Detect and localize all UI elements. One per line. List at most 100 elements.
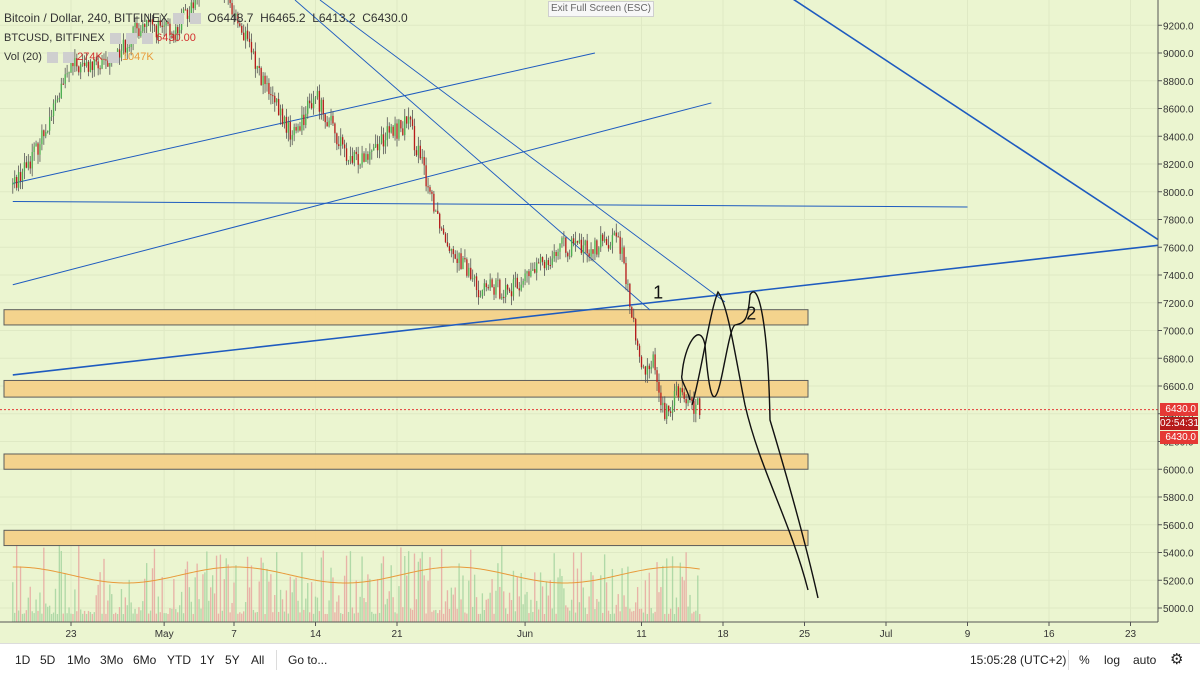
candle-body [376, 144, 379, 151]
candle-body [664, 402, 666, 419]
volume-bar [305, 598, 307, 622]
volume-bar [537, 609, 540, 622]
candle-body [87, 61, 90, 72]
exit-fullscreen-button[interactable]: Exit Full Screen (ESC) [548, 1, 654, 17]
volume-bar [675, 597, 678, 622]
volume-bar [693, 611, 695, 622]
volume-bar [262, 562, 264, 622]
trendline [792, 0, 1166, 246]
candle-body [33, 146, 35, 152]
symbol-label: BTCUSD, BITFINEX [4, 32, 105, 44]
volume-bar [586, 613, 588, 622]
range-6mo-button[interactable]: 6Mo [133, 653, 157, 667]
candle-body [281, 108, 284, 125]
volume-label: Vol (20) [4, 51, 42, 63]
candle-body [95, 59, 97, 62]
range-1d-button[interactable]: 1D [15, 653, 31, 667]
range-1mo-button[interactable]: 1Mo [67, 653, 91, 667]
candle-body [534, 269, 536, 273]
settings-icon[interactable] [63, 51, 75, 63]
volume-bar [557, 577, 559, 622]
candle-body [188, 15, 191, 19]
candle-body [522, 281, 524, 285]
percent-scale-button[interactable]: % [1079, 653, 1090, 667]
range-5y-button[interactable]: 5Y [225, 653, 240, 667]
volume-bar [640, 608, 643, 622]
volume-bar [619, 611, 621, 622]
volume-bar [506, 613, 509, 622]
volume-bar [105, 613, 107, 622]
toolbar-divider [276, 650, 277, 670]
volume-bar [666, 558, 668, 622]
close-icon[interactable] [142, 32, 154, 44]
volume-bar [111, 594, 113, 622]
volume-bar [101, 613, 103, 622]
candle-body [165, 21, 167, 26]
candle-body [406, 116, 408, 124]
candle-body [398, 120, 400, 139]
candle-body [146, 20, 148, 27]
close-icon[interactable] [189, 13, 201, 25]
volume-bar [19, 566, 22, 622]
volume-bar [287, 613, 290, 622]
eye-icon[interactable] [46, 51, 58, 63]
volume-bar [611, 568, 614, 622]
volume-bar [312, 613, 315, 622]
goto-button[interactable]: Go to... [288, 653, 328, 667]
close-icon[interactable] [107, 51, 119, 63]
volume-bar [15, 544, 18, 622]
candle-body [650, 366, 652, 370]
candle-body [456, 258, 458, 264]
volume-bar [355, 580, 357, 622]
range-all-button[interactable]: All [251, 653, 265, 667]
volume-bar [237, 613, 239, 622]
candle-body [666, 405, 668, 419]
annotation-label: 1 [653, 283, 663, 303]
candle-body [654, 354, 656, 371]
range-ytd-button[interactable]: YTD [167, 653, 191, 667]
candle-body [101, 58, 103, 69]
candle-body [118, 49, 121, 58]
range-3mo-button[interactable]: 3Mo [100, 653, 124, 667]
candle-body [41, 130, 43, 145]
chart-settings-icon[interactable]: ⚙ [1170, 651, 1184, 668]
eye-icon[interactable] [109, 32, 121, 44]
settings-icon[interactable] [173, 13, 185, 25]
volume-bar [495, 590, 497, 622]
volume-bar [396, 613, 398, 622]
volume-bar [452, 594, 454, 622]
candle-body [526, 271, 528, 274]
candle-body [62, 83, 64, 85]
auto-scale-button[interactable]: auto [1133, 653, 1157, 667]
candle-body [252, 51, 255, 53]
volume-bar [501, 546, 503, 622]
volume-bar [64, 573, 66, 622]
candle-body [256, 66, 258, 69]
volume-bar [56, 613, 59, 622]
candle-body [386, 126, 388, 141]
candle-body [621, 247, 623, 254]
log-scale-button[interactable]: log [1104, 653, 1121, 667]
volume-bar [545, 581, 548, 622]
settings-icon[interactable] [125, 32, 137, 44]
candle-body [417, 145, 420, 156]
volume-bar [33, 613, 35, 622]
volume-bar [365, 602, 367, 622]
volume-bar [380, 563, 383, 622]
candle-body [192, 2, 194, 9]
candle-body [483, 283, 485, 291]
candle-body [122, 39, 125, 51]
candle-body [444, 233, 447, 243]
y-tick-label: 5600.0 [1163, 521, 1194, 532]
range-1y-button[interactable]: 1Y [200, 653, 215, 667]
candle-body [177, 27, 179, 33]
volume-bar [347, 611, 350, 622]
candle-body [373, 147, 375, 151]
price-chart[interactable]: 1 2 5000.0 5200.0 5400.0 5600.0 5800.0 6000.0 6… [0, 0, 1200, 643]
candle-body [37, 143, 39, 155]
volume-bar [415, 599, 418, 622]
candle-body [411, 119, 414, 127]
volume-bar [429, 557, 431, 622]
range-5d-button[interactable]: 5D [40, 653, 56, 667]
